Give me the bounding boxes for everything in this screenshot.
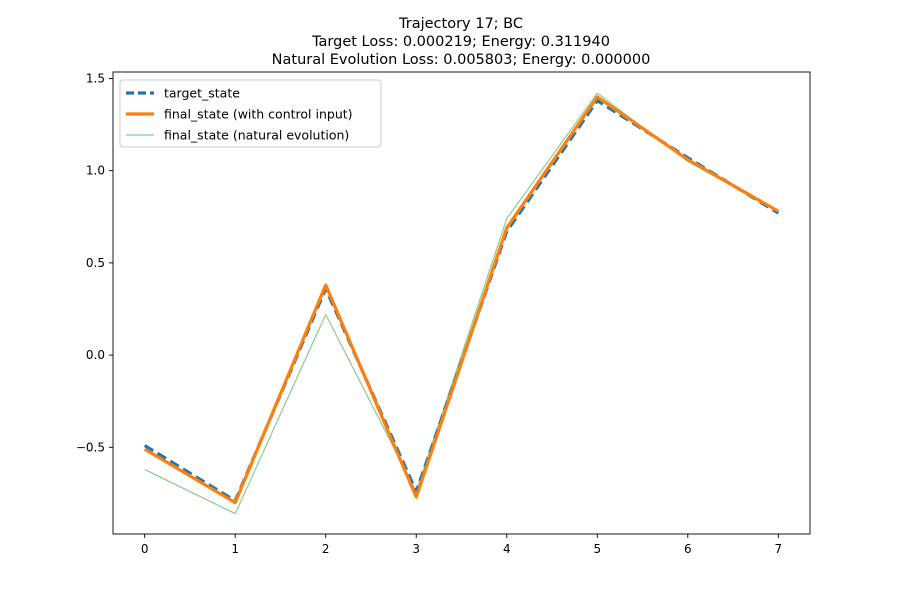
legend-box: [119, 79, 382, 148]
axes: 0 1 2 3 4 5 6 7 −0.5 0.0 0.5 1.0 1.5: [76, 71, 811, 556]
y-tick-label: −0.5: [76, 440, 105, 454]
y-tick-label: 0.5: [86, 256, 105, 270]
x-tick-label: 0: [141, 542, 149, 556]
title-line-3: Natural Evolution Loss: 0.005803; Energy…: [272, 52, 651, 68]
y-tick-label: 1.5: [86, 71, 105, 85]
legend: target_state final_state (with control in…: [119, 79, 382, 148]
legend-label: final_state (with control input): [164, 107, 353, 122]
title-line-2: Target Loss: 0.000219; Energy: 0.311940: [311, 34, 610, 50]
chart-title: Trajectory 17; BC Target Loss: 0.000219;…: [272, 16, 651, 68]
series-line-1: [143, 95, 780, 505]
legend-label: target_state: [164, 86, 240, 101]
x-tick-label: 6: [684, 542, 692, 556]
x-tick-label: 2: [322, 542, 330, 556]
x-tick-label: 7: [774, 542, 782, 556]
plot-frame: [112, 71, 811, 535]
x-tick-label: 5: [593, 542, 601, 556]
x-tick-label: 4: [503, 542, 511, 556]
x-tick-label: 1: [231, 542, 239, 556]
series-layer: [143, 92, 780, 515]
title-line-1: Trajectory 17; BC: [398, 16, 523, 32]
legend-label: final_state (natural evolution): [164, 128, 349, 143]
y-tick-label: 0.0: [86, 348, 105, 362]
x-tick-label: 3: [412, 542, 420, 556]
y-tick-label: 1.0: [86, 164, 105, 178]
